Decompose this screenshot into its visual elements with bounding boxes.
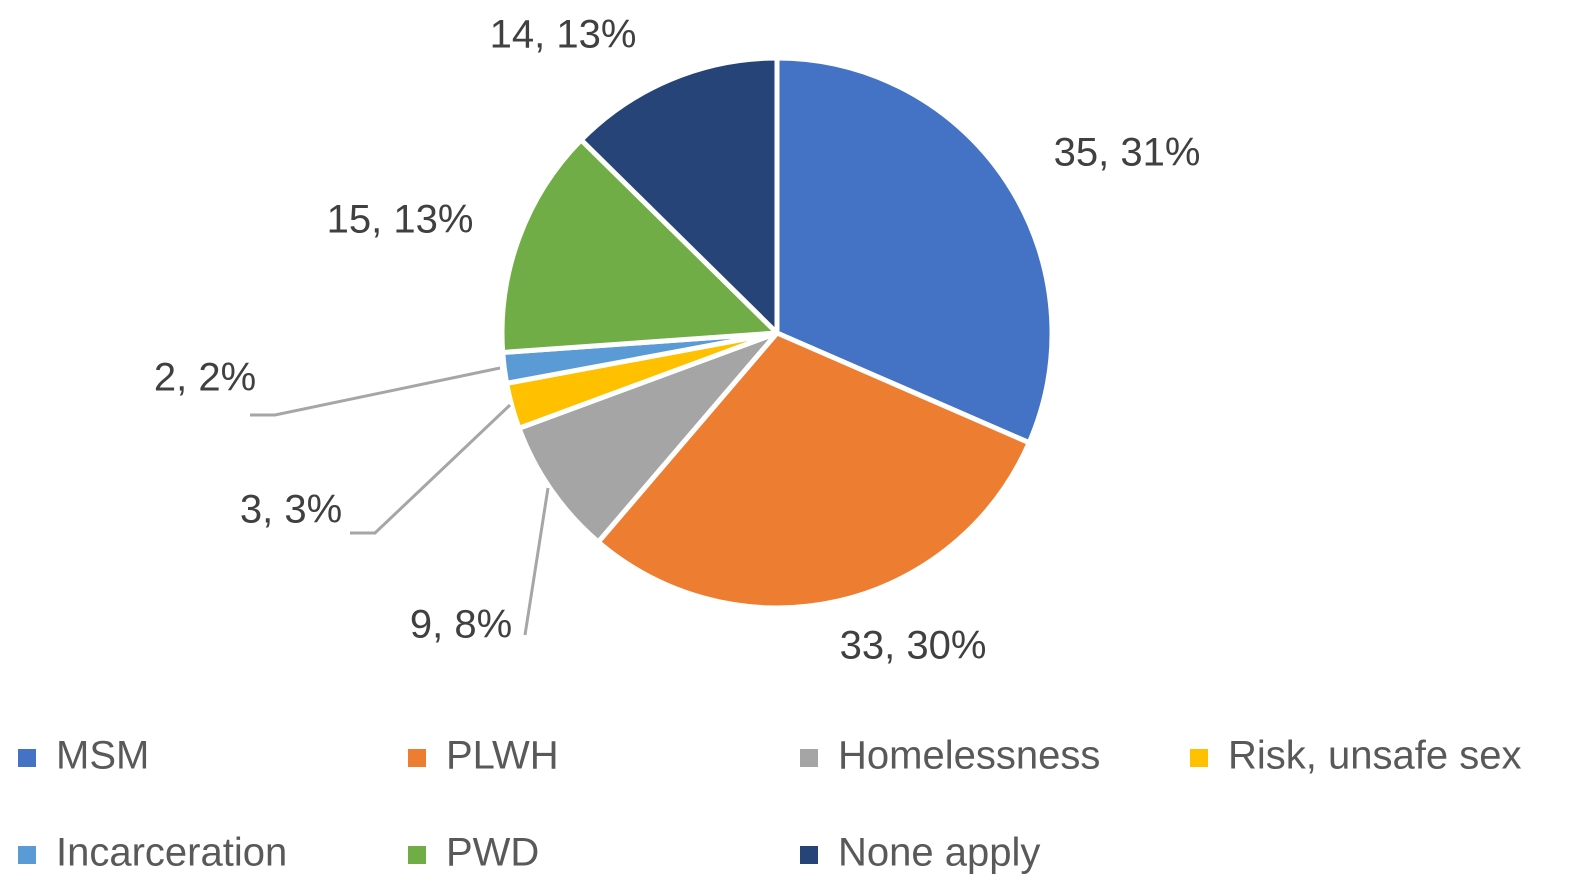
data-label: 33, 30%	[840, 624, 987, 668]
data-label: 15, 13%	[327, 198, 474, 242]
legend-swatch	[408, 846, 426, 864]
legend-swatch	[800, 846, 818, 864]
leader-line	[350, 403, 512, 535]
legend-label: Homelessness	[838, 734, 1100, 778]
legend-label: Incarceration	[56, 831, 287, 875]
legend-label: MSM	[56, 734, 149, 778]
legend-swatch	[18, 749, 36, 767]
legend-label: Risk, unsafe sex	[1228, 734, 1521, 778]
legend-label: PWD	[446, 831, 539, 875]
data-label: 3, 3%	[240, 488, 342, 532]
pie-slice	[578, 55, 780, 336]
data-label: 9, 8%	[410, 603, 512, 647]
data-label: 35, 31%	[1054, 131, 1201, 175]
pie-slice	[516, 330, 780, 545]
data-label: 2, 2%	[154, 356, 256, 400]
pie-slice	[774, 55, 1055, 446]
legend-label: PLWH	[446, 734, 559, 778]
legend-swatch	[408, 749, 426, 767]
leader-line	[523, 487, 550, 636]
legend-swatch	[1190, 749, 1208, 767]
data-label: 14, 13%	[490, 13, 637, 57]
legend-swatch	[800, 749, 818, 767]
legend-label: None apply	[838, 831, 1040, 875]
pie-slice	[595, 330, 1032, 611]
pie-slice	[499, 137, 780, 355]
legend-swatch	[18, 846, 36, 864]
leader-line	[250, 366, 501, 417]
